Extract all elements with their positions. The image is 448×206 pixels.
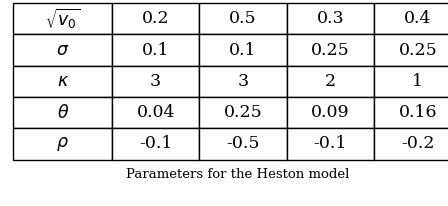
Bar: [199, 34, 287, 66]
Bar: [112, 3, 199, 34]
Bar: [374, 66, 448, 97]
Text: 0.25: 0.25: [311, 42, 350, 59]
Text: 0.1: 0.1: [229, 42, 257, 59]
Text: -0.1: -0.1: [139, 136, 172, 152]
Bar: [374, 128, 448, 160]
Text: Parameters for the Heston model: Parameters for the Heston model: [126, 168, 349, 181]
Text: 0.1: 0.1: [142, 42, 169, 59]
Text: $\theta$: $\theta$: [56, 104, 69, 122]
Text: 0.09: 0.09: [311, 104, 350, 121]
Text: -0.5: -0.5: [226, 136, 260, 152]
Text: 2: 2: [325, 73, 336, 90]
Text: $\kappa$: $\kappa$: [56, 73, 69, 90]
Bar: [199, 3, 287, 34]
Bar: [112, 97, 199, 128]
Bar: [13, 3, 112, 34]
Bar: [287, 34, 374, 66]
Text: 1: 1: [412, 73, 423, 90]
Text: 0.25: 0.25: [224, 104, 263, 121]
Text: 0.3: 0.3: [317, 10, 344, 27]
Bar: [287, 128, 374, 160]
Text: 0.16: 0.16: [399, 104, 437, 121]
Bar: [374, 34, 448, 66]
Bar: [287, 3, 374, 34]
Text: 0.2: 0.2: [142, 10, 169, 27]
Bar: [199, 66, 287, 97]
Bar: [112, 128, 199, 160]
Text: 3: 3: [237, 73, 249, 90]
Text: $\sqrt{v_0}$: $\sqrt{v_0}$: [45, 7, 80, 31]
Bar: [13, 128, 112, 160]
Bar: [112, 66, 199, 97]
Text: 3: 3: [150, 73, 161, 90]
Text: 0.5: 0.5: [229, 10, 257, 27]
Bar: [13, 66, 112, 97]
Bar: [374, 3, 448, 34]
Bar: [13, 34, 112, 66]
Bar: [287, 97, 374, 128]
Text: -0.1: -0.1: [314, 136, 347, 152]
Bar: [287, 66, 374, 97]
Text: 0.04: 0.04: [137, 104, 175, 121]
Text: 0.4: 0.4: [404, 10, 431, 27]
Text: $\rho$: $\rho$: [56, 135, 69, 153]
Bar: [199, 128, 287, 160]
Bar: [199, 97, 287, 128]
Text: $\sigma$: $\sigma$: [56, 42, 69, 59]
Bar: [13, 97, 112, 128]
Bar: [374, 97, 448, 128]
Text: 0.25: 0.25: [398, 42, 437, 59]
Bar: [112, 34, 199, 66]
Text: -0.2: -0.2: [401, 136, 435, 152]
